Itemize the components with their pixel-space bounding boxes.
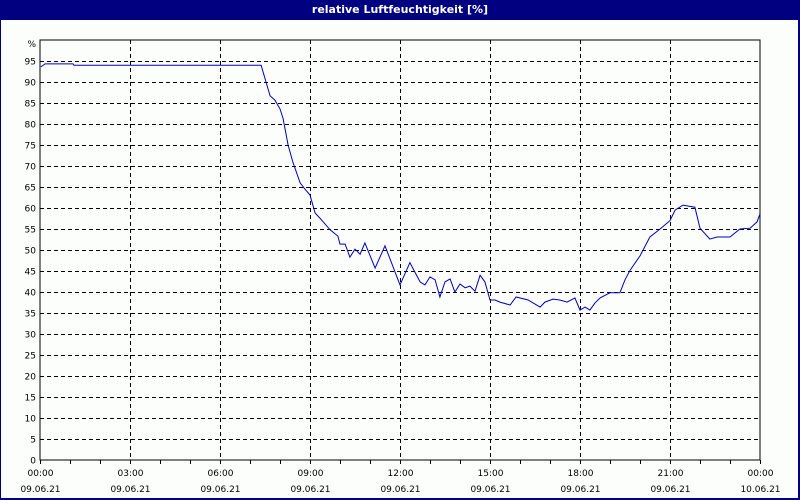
x-tick-time: 06:00 [208, 469, 234, 479]
x-tick-date: 09.06.21 [290, 485, 330, 495]
y-tick-label: 25 [25, 352, 36, 362]
x-axis: 00:00 09.06.21 03:00 09.06.21 06:00 09.06.21 0… [20, 460, 781, 495]
x-tick-time: 18:00 [568, 469, 594, 479]
y-tick-label: 15 [25, 394, 36, 404]
x-tick-date: 09.06.21 [200, 485, 240, 495]
x-tick-time: 15:00 [478, 469, 504, 479]
x-tick-date: 09.06.21 [380, 485, 420, 495]
y-tick-label: 50 [25, 247, 37, 257]
y-tick-label: 30 [25, 331, 37, 341]
y-tick-label: 65 [25, 184, 36, 194]
y-tick-label: 80 [25, 121, 37, 131]
x-tick-time: 12:00 [388, 469, 414, 479]
y-tick-label: 40 [25, 289, 37, 299]
x-tick-time: 00:00 [28, 469, 54, 479]
x-tick-time: 21:00 [658, 469, 684, 479]
y-axis: 0 5 10 15 20 25 30 35 40 45 50 55 60 65 70 75 80 85 90 95% [25, 40, 37, 467]
y-tick-label: 85 [25, 100, 36, 110]
x-tick-date: 09.06.21 [560, 485, 600, 495]
chart-title: relative Luftfeuchtigkeit [%] [0, 0, 800, 20]
y-tick-label: 35 [25, 310, 36, 320]
plot-frame [39, 39, 761, 461]
x-tick-date: 09.06.21 [110, 485, 150, 495]
y-tick-label: 75 [25, 142, 36, 152]
y-tick-label: 90 [25, 79, 37, 89]
x-tick-time: 03:00 [118, 469, 144, 479]
x-tick-date: 09.06.21 [650, 485, 690, 495]
y-tick-label: 10 [25, 415, 37, 425]
y-tick-label: 45 [25, 268, 36, 278]
grid-lines [40, 40, 760, 460]
x-tick-time: 00:00 [748, 469, 774, 479]
y-tick-label: 5 [30, 436, 36, 446]
y-tick-label: 70 [25, 163, 37, 173]
x-tick-date: 09.06.21 [470, 485, 510, 495]
humidity-series-line [40, 63, 761, 311]
y-tick-label: 0 [30, 457, 36, 467]
y-tick-label: 20 [25, 373, 37, 383]
x-tick-date: 10.06.21 [740, 485, 780, 495]
y-tick-label: 60 [25, 205, 37, 215]
x-tick-time: 09:00 [298, 469, 324, 479]
x-tick-date: 09.06.21 [20, 485, 60, 495]
y-tick-label: 95 [25, 58, 36, 68]
y-tick-label: 55 [25, 226, 36, 236]
y-unit-label: % [27, 40, 36, 50]
